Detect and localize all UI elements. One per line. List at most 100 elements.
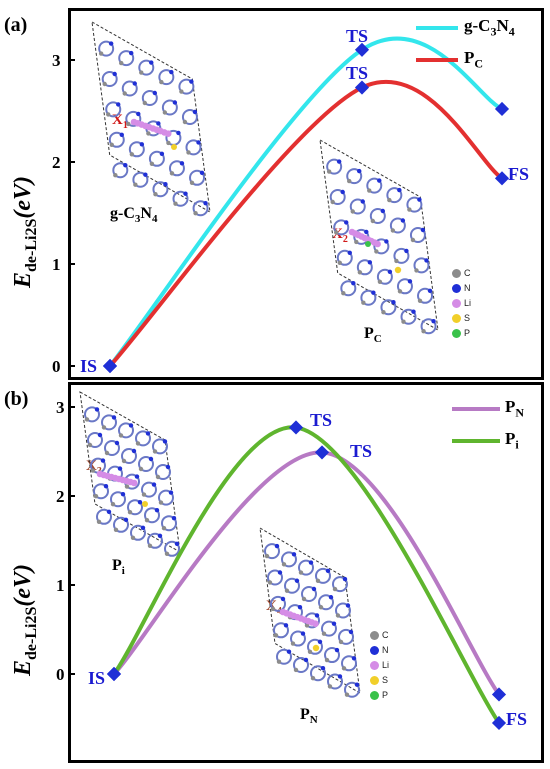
atom-key-a-s: S [452,313,470,324]
inset-a1-structure-n-atom [176,130,181,136]
inset-a1-structure-c-atom [153,192,158,197]
inset-a2-structure-n-atom [420,227,426,233]
inset-b2-structure-c-atom [293,667,299,673]
inset-a1-structure-ring [112,162,129,179]
inset-a1-structure-ring [152,181,169,198]
inset-b1-structure-ring [121,448,137,464]
inset-a1-structure-c-atom [182,119,188,125]
inset-b2-structure-ring [335,602,351,619]
data-point-0-0-1 [354,42,370,57]
inset-b1-structure-c-atom [93,494,99,499]
atom-key-b-p-swatch [370,691,379,701]
inset-b1-structure-c-atom [144,518,150,523]
inset-a2-structure-ring [409,227,426,243]
inset-b2-structure-ring [341,655,357,672]
inset-b2-structure-c-atom [315,578,321,584]
atom-key-a-n-swatch [452,284,461,294]
inset-a1-structure-ring [118,50,135,67]
inset-b2-structure-n-atom [314,613,320,618]
inset-b2-structure-ring [301,586,317,602]
inset-b1-structure-n-atom [174,541,180,546]
inset-a2-structure-c-atom [370,218,376,224]
inset-a1-structure-c-atom [162,110,168,115]
inset-a1-structure-n-atom [159,151,165,156]
inset-a1-structure-ring [141,90,158,106]
inset-a2-structure-ring [326,158,343,175]
inset-b1-structure-ring [161,515,177,532]
inset-b2-structure-c-atom [318,605,324,610]
atom-key-a-li-swatch [452,299,461,309]
inset-a1-structure-n-atom [196,140,201,145]
inset-a2-structure-n-atom [380,208,386,214]
inset-b1-structure-ring [87,432,103,448]
inset-b1-structure-c-atom [141,492,147,497]
inset-a1-structure-ring [172,190,189,207]
atom-key-a-n: N [452,283,471,294]
inset-b2-structure-n-atom [331,621,337,626]
inset-a1-structure-c-atom [186,150,191,155]
inset-a1-structure-c-atom [179,89,184,94]
inset-a2-structure-c-atom [377,279,383,284]
atom-key-b-s: S [370,675,388,686]
inset-a2-structure-c-atom [347,178,352,184]
inset-a2-structure-ring [373,238,390,255]
inset-a1-structure-ring [192,200,209,217]
inset-b2-structure-c-atom [298,570,304,575]
inset-b1-structure-n-atom [97,432,103,438]
inset-a1-structure-c-atom [98,51,104,56]
inset-a2-structure-n-atom [387,269,393,274]
inset-b1-structure-c-atom [87,442,93,448]
inset-a1-structure-ring [178,78,195,95]
inset-b1-structure-n-atom [123,517,129,522]
inset-a1-structure-c-atom [129,152,135,157]
inset-b1-structure-c-atom [124,484,130,489]
inset-b2-structure-c-atom [267,580,273,585]
inset-b2-structure-c-atom [270,606,276,612]
inset-b1-structure-ring [113,516,129,533]
inset-b2-structure-n-atom [354,682,360,687]
inset-b2-structure-c-atom [327,684,333,689]
inset-a2-structure-c-atom [337,260,342,265]
inset-a2-structure-ring [349,198,366,215]
panel-b-ytick-0: 0 [56,665,65,684]
inset-b2-structure-c-atom [335,613,341,618]
inset-a2-structure-ring [356,259,373,276]
inset-b1-structure-c-atom [96,519,102,524]
inset-a2-structure-c-atom [361,300,366,305]
inset-a2-structure-ring [420,318,437,335]
inset-a1-structure-ring [101,71,118,87]
inset-a2-structure-c-atom [341,291,346,296]
inset-b1-structure-n-atom [128,423,134,428]
inset-a2-structure-c-atom [357,270,363,275]
inset-b2-structure-n-atom [334,647,340,653]
atom-key-a-c: C [452,268,471,279]
inset-b1-structure-c-atom [127,510,133,515]
inset-b1-structure-ring [155,464,171,480]
inset-b1-structure-ring [127,499,143,516]
inset-a2-structure-n-atom [391,300,396,305]
inset-a2-structure-n-atom [336,159,342,164]
inset-b2-structure-ring [273,622,289,639]
inset-b1-structure-n-atom [100,458,106,463]
inset-a2-structure-c-atom [410,237,416,243]
atom-key-a-c-swatch [452,269,461,279]
inset-b2-structure-n-atom [308,560,314,565]
atom-key-b-n: N [370,645,389,656]
atom-key-b-li-swatch [370,661,379,671]
inset-a2-structure-c-atom [326,169,332,174]
inset-b1-structure-n-atom [117,466,123,471]
inset-b2-structure-ring [270,595,286,612]
inset-a2-structure-ring [413,257,430,274]
inset-b1-structure-n-atom [120,492,126,497]
inset-b1-name: Pi [112,557,125,578]
inset-a2-structure-c-atom [367,188,372,193]
inset-a1-structure-n-atom [119,132,124,137]
inset-b2-structure-n-atom [348,629,354,635]
inset-b1-structure-c-atom [135,441,141,446]
data-point-0-0-2 [494,101,510,117]
legend-a-series-0: g-C3N4 [464,16,515,39]
inset-a2-structure-n-atom [371,290,376,295]
data-point-0-1-2 [494,171,510,186]
panel-b-ytick-2: 2 [56,487,65,506]
